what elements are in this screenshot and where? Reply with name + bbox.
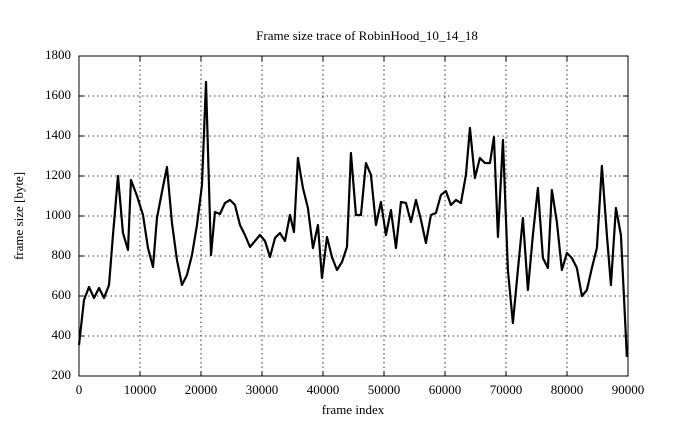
x-tick-label: 10000 bbox=[124, 382, 157, 397]
y-tick-label: 200 bbox=[52, 367, 72, 382]
y-tick-label: 1000 bbox=[45, 207, 71, 222]
y-tick-label: 1800 bbox=[45, 47, 71, 62]
x-tick-label: 90000 bbox=[612, 382, 645, 397]
x-axis-label: frame index bbox=[322, 402, 385, 417]
chart-title: Frame size trace of RobinHood_10_14_18 bbox=[256, 28, 478, 43]
y-tick-label: 1600 bbox=[45, 87, 71, 102]
y-tick-label: 600 bbox=[52, 287, 72, 302]
x-tick-label: 50000 bbox=[368, 382, 401, 397]
x-tick-label: 60000 bbox=[429, 382, 462, 397]
x-tick-label: 80000 bbox=[551, 382, 584, 397]
x-tick-label: 70000 bbox=[490, 382, 523, 397]
x-tick-label: 0 bbox=[76, 382, 83, 397]
y-tick-label: 1400 bbox=[45, 127, 71, 142]
data-line bbox=[77, 80, 628, 358]
x-tick-label: 30000 bbox=[246, 382, 279, 397]
x-tick-label: 20000 bbox=[185, 382, 218, 397]
y-tick-label: 1200 bbox=[45, 167, 71, 182]
y-axis-label: frame size [byte] bbox=[11, 172, 26, 260]
y-tick-label: 400 bbox=[52, 327, 72, 342]
x-tick-label: 40000 bbox=[307, 382, 340, 397]
y-tick-label: 800 bbox=[52, 247, 72, 262]
